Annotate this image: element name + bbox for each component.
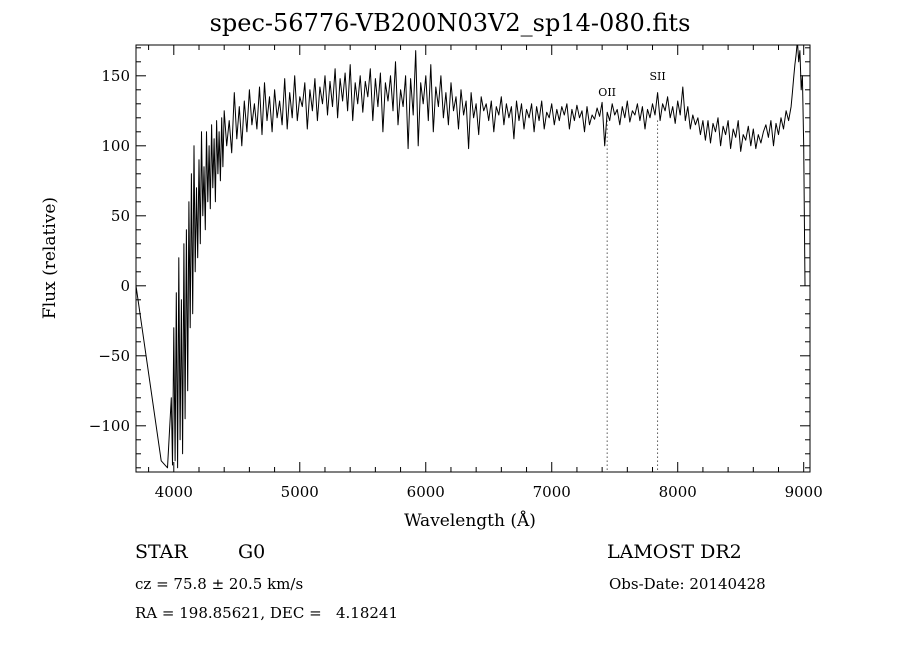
y-tick-label: −100 — [89, 417, 130, 435]
axis-ticks — [136, 45, 810, 472]
spectrum-line — [136, 45, 806, 469]
y-tick-label: 100 — [101, 137, 130, 155]
observation-date: Obs-Date: 20140428 — [609, 575, 766, 593]
reference-line-label: OII — [598, 86, 616, 99]
y-tick-label: 50 — [111, 207, 130, 225]
y-tick-label: 150 — [101, 67, 130, 85]
x-axis-label: Wavelength (Å) — [404, 511, 536, 531]
y-tick-label: −50 — [98, 347, 130, 365]
series-group — [136, 45, 806, 469]
x-tick-label: 6000 — [407, 483, 445, 501]
x-tick-label: 8000 — [659, 483, 697, 501]
x-tick-label: 5000 — [281, 483, 319, 501]
chart-title: spec-56776-VB200N03V2_sp14-080.fits — [209, 9, 691, 37]
y-axis-label: Flux (relative) — [40, 196, 60, 320]
object-subclass: G0 — [238, 541, 266, 563]
reference-lines: OII SII — [598, 70, 666, 472]
survey-name: LAMOST DR2 — [607, 541, 742, 563]
redshift-velocity: cz = 75.8 ± 20.5 km/s — [135, 575, 304, 593]
object-class: STAR — [135, 541, 188, 563]
reference-line-label: SII — [649, 70, 665, 83]
coordinates: RA = 198.85621, DEC = 4.18241 — [135, 604, 399, 622]
tick-labels: 4000 5000 6000 7000 8000 9000 −100 −50 0 50 100 150 — [89, 67, 823, 501]
y-tick-label: 0 — [120, 277, 130, 295]
x-tick-label: 4000 — [155, 483, 193, 501]
plot-frame — [135, 44, 811, 473]
x-tick-label: 7000 — [533, 483, 571, 501]
x-tick-label: 9000 — [785, 483, 823, 501]
